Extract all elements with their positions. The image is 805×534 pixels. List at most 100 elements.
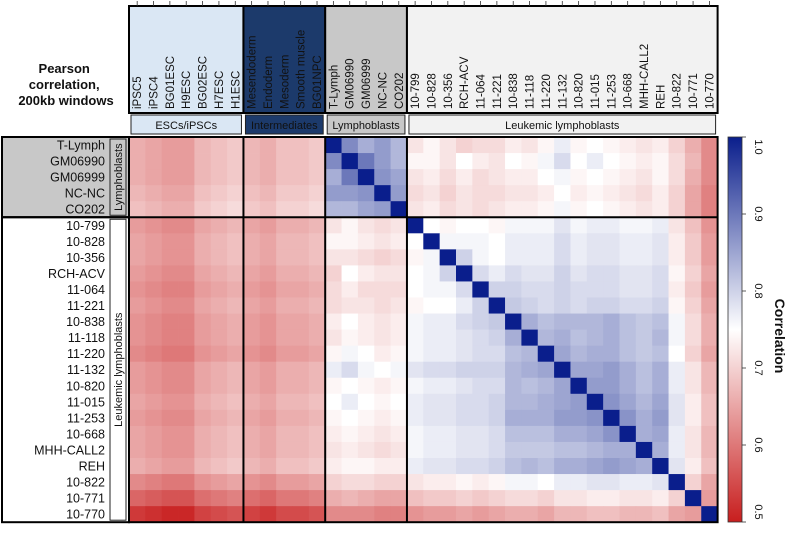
heatmap-cell: [554, 201, 571, 218]
heatmap-cell: [684, 249, 702, 266]
heatmap-cell: [652, 249, 669, 266]
heatmap-cell: [423, 201, 441, 218]
heatmap-cell: [308, 441, 326, 459]
heatmap-cell: [570, 474, 588, 491]
heatmap-cell: [243, 490, 261, 507]
heatmap-cell: [210, 217, 228, 234]
heatmap-cell: [308, 377, 326, 395]
column-label: 11-221: [492, 74, 504, 109]
heatmap-cell: [341, 425, 359, 443]
heatmap-cell: [603, 313, 620, 330]
heatmap-cell: [145, 441, 163, 459]
heatmap-cell: [406, 265, 424, 282]
heatmap-cell: [521, 137, 539, 154]
heatmap-cell: [178, 201, 195, 218]
heatmap-cell: [308, 329, 326, 347]
heatmap-cell: [586, 201, 604, 218]
heatmap-cell: [635, 506, 653, 523]
heatmap-cell: [603, 137, 620, 154]
heatmap-cell: [276, 249, 293, 266]
heatmap-cell: [129, 506, 146, 523]
heatmap-cell: [325, 217, 342, 234]
heatmap-cell: [439, 153, 457, 170]
heatmap-cell: [554, 474, 571, 491]
heatmap-cell: [145, 169, 163, 186]
heatmap-cell: [537, 233, 555, 250]
heatmap-cell: [505, 185, 522, 202]
heatmap-cell: [586, 137, 604, 154]
heatmap-cell: [701, 393, 718, 411]
heatmap-cell: [194, 393, 212, 411]
heatmap-cell: [145, 458, 163, 475]
heatmap-cell: [423, 249, 441, 266]
heatmap-cell: [194, 474, 212, 491]
heatmap-cell: [570, 425, 588, 443]
heatmap-cell: [243, 169, 261, 186]
heatmap-cell: [161, 249, 179, 266]
heatmap-cell: [243, 506, 261, 523]
heatmap-cell: [276, 361, 293, 379]
heatmap-cell: [357, 281, 375, 298]
heatmap-cell: [243, 377, 261, 395]
heatmap-cell: [194, 458, 212, 475]
column-label: 10-822: [672, 73, 684, 109]
heatmap-cell: [406, 506, 424, 523]
heatmap-cell: [570, 185, 588, 202]
heatmap-cell: [423, 490, 441, 507]
heatmap-cell: [488, 313, 506, 330]
heatmap-cell: [635, 137, 653, 154]
heatmap-cell: [701, 409, 718, 427]
column-label: 10-828: [426, 73, 438, 109]
heatmap-cell: [505, 313, 522, 330]
heatmap-cell: [243, 185, 261, 202]
heatmap-cell: [554, 361, 571, 379]
heatmap-cell: [276, 233, 293, 250]
heatmap-cell: [521, 345, 539, 363]
heatmap-cell: [635, 233, 653, 250]
heatmap-cell: [374, 249, 391, 266]
heatmap-cell: [603, 377, 620, 395]
heatmap-cell: [554, 506, 571, 523]
heatmap-cell: [635, 169, 653, 186]
heatmap-cell: [456, 217, 473, 234]
heatmap-cell: [292, 329, 310, 347]
heatmap-cell: [194, 217, 212, 234]
colorbar-tick-label: 1.0: [752, 139, 764, 154]
heatmap-cell: [292, 393, 310, 411]
heatmap-cell: [145, 265, 163, 282]
heatmap-cell: [701, 185, 718, 202]
heatmap-cell: [635, 201, 653, 218]
column-group-label-bar: [408, 114, 717, 135]
heatmap-cell: [668, 361, 686, 379]
heatmap-cell: [161, 281, 179, 298]
heatmap-cell: [161, 137, 179, 154]
heatmap-cell: [178, 474, 195, 491]
heatmap-cell: [406, 281, 424, 298]
heatmap-cells: [129, 137, 718, 523]
heatmap-cell: [357, 474, 375, 491]
heatmap-cell: [178, 361, 195, 379]
heatmap-cell: [456, 409, 473, 427]
heatmap-cell: [227, 185, 244, 202]
heatmap-cell: [505, 153, 522, 170]
heatmap-cell: [701, 297, 718, 314]
heatmap-cell: [357, 329, 375, 347]
heatmap-cell: [243, 329, 261, 347]
heatmap-cell: [292, 490, 310, 507]
heatmap-cell: [341, 137, 359, 154]
heatmap-cell: [341, 377, 359, 395]
heatmap-cell: [374, 361, 391, 379]
heatmap-cell: [129, 201, 146, 218]
heatmap-cell: [243, 345, 261, 363]
heatmap-cell: [341, 201, 359, 218]
heatmap-cell: [406, 425, 424, 443]
heatmap-cell: [423, 458, 441, 475]
heatmap-cell: [652, 313, 669, 330]
column-label: H9ESC: [181, 71, 193, 109]
row-label: T-Lymph: [57, 139, 105, 153]
heatmap-cell: [259, 345, 277, 363]
heatmap-cell: [472, 233, 490, 250]
heatmap-cell: [308, 153, 326, 170]
heatmap-cell: [521, 377, 539, 395]
heatmap-cell: [259, 474, 277, 491]
